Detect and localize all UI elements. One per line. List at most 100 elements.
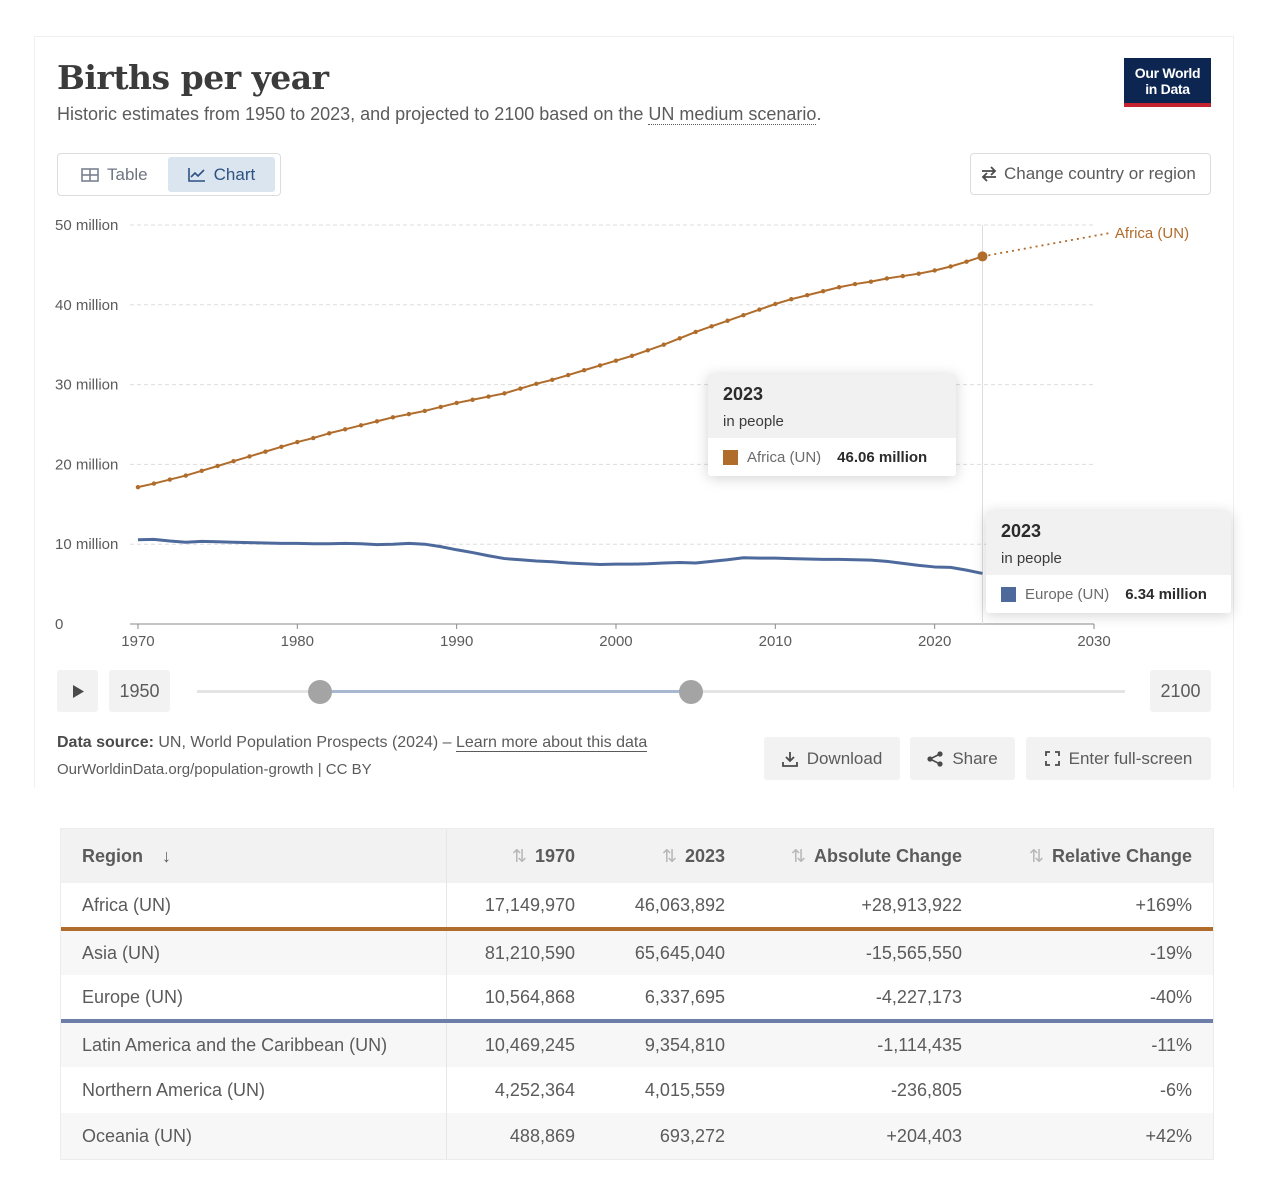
table-icon bbox=[81, 167, 99, 182]
data-point-africa bbox=[852, 281, 858, 287]
data-point-africa bbox=[342, 427, 348, 432]
data-point-africa bbox=[932, 268, 937, 273]
projection-line-africa bbox=[982, 232, 1111, 258]
data-point-africa bbox=[948, 264, 953, 269]
timeline-selected-range[interactable] bbox=[320, 690, 691, 693]
table-row[interactable]: Asia (UN) 81,210,590 65,645,040 -15,565,… bbox=[61, 929, 1213, 975]
data-point-africa bbox=[661, 342, 666, 347]
data-point-africa bbox=[534, 381, 539, 387]
x-tick-label: 1970 bbox=[121, 633, 154, 650]
data-table: Region ↓ ⇅ 1970 ⇅ 2023 ⇅ Absolute Change ⇅ R… bbox=[60, 828, 1214, 1160]
y-tick-label: 10 million bbox=[55, 536, 118, 553]
tab-table[interactable]: Table bbox=[61, 157, 168, 192]
learn-more-link[interactable]: Learn more about this data bbox=[456, 734, 648, 752]
download-icon bbox=[781, 751, 798, 767]
data-point-africa bbox=[311, 435, 316, 441]
data-point-africa bbox=[486, 394, 491, 399]
owid-logo[interactable]: Our World in Data bbox=[1124, 58, 1211, 107]
play-button[interactable] bbox=[57, 670, 98, 712]
timeline-end-year[interactable]: 2100 bbox=[1150, 670, 1211, 712]
change-country-button[interactable]: Change country or region bbox=[970, 153, 1211, 195]
data-point-africa bbox=[390, 415, 396, 420]
data-point-africa bbox=[964, 259, 969, 264]
data-point-africa bbox=[518, 386, 523, 391]
tooltip-europe: 2023 in people Europe (UN) 6.34 million bbox=[986, 511, 1231, 613]
data-point-africa bbox=[358, 423, 364, 428]
x-tick-label: 2000 bbox=[599, 633, 632, 650]
data-point-africa bbox=[295, 439, 300, 445]
data-point-africa bbox=[263, 449, 268, 454]
download-button[interactable]: Download bbox=[764, 737, 900, 780]
column-header-1970[interactable]: ⇅ 1970 bbox=[446, 829, 596, 883]
legend-swatch-europe bbox=[1001, 586, 1016, 602]
fullscreen-button[interactable]: Enter full-screen bbox=[1026, 737, 1211, 780]
x-tick-label: 1990 bbox=[440, 633, 473, 650]
series-line-africa bbox=[137, 255, 983, 489]
data-point-africa bbox=[629, 353, 635, 359]
column-header-2023[interactable]: ⇅ 2023 bbox=[596, 829, 746, 883]
data-point-africa bbox=[597, 363, 603, 368]
data-point-africa bbox=[804, 293, 810, 298]
data-point-africa bbox=[741, 312, 746, 318]
table-row[interactable]: Latin America and the Caribbean (UN) 10,… bbox=[61, 1021, 1213, 1067]
series-line-europe bbox=[137, 537, 983, 575]
tab-chart[interactable]: Chart bbox=[167, 157, 276, 192]
highlight-point-africa bbox=[977, 251, 988, 262]
timeline-start-handle[interactable] bbox=[308, 680, 332, 704]
fullscreen-icon bbox=[1044, 751, 1060, 766]
line-chart-icon bbox=[187, 168, 205, 182]
data-point-africa bbox=[326, 431, 332, 436]
x-tick-label: 2030 bbox=[1077, 633, 1110, 650]
column-header-relative-change[interactable]: ⇅ Relative Change bbox=[983, 829, 1213, 883]
data-point-africa bbox=[916, 271, 921, 276]
data-point-africa bbox=[183, 473, 188, 478]
page-subtitle: Historic estimates from 1950 to 2023, an… bbox=[57, 104, 822, 125]
y-tick-label: 20 million bbox=[55, 456, 118, 473]
data-point-africa bbox=[884, 276, 890, 281]
data-point-africa bbox=[454, 400, 459, 406]
timeline-end-handle[interactable] bbox=[679, 680, 703, 704]
data-point-africa bbox=[438, 404, 443, 410]
play-icon bbox=[72, 684, 84, 698]
x-tick-label: 2020 bbox=[918, 633, 951, 650]
x-tick-label: 2010 bbox=[759, 633, 792, 650]
data-point-africa bbox=[135, 484, 141, 490]
data-point-africa bbox=[581, 368, 587, 373]
table-row[interactable]: Northern America (UN) 4,252,364 4,015,55… bbox=[61, 1067, 1213, 1113]
data-point-africa bbox=[836, 285, 842, 290]
data-point-africa bbox=[565, 372, 571, 378]
data-point-africa bbox=[374, 419, 380, 424]
data-point-africa bbox=[247, 454, 252, 459]
y-tick-label: 30 million bbox=[55, 377, 118, 394]
data-point-africa bbox=[820, 289, 826, 294]
data-point-africa bbox=[151, 481, 157, 486]
column-header-region[interactable]: Region ↓ bbox=[61, 829, 447, 883]
data-point-africa bbox=[550, 377, 555, 383]
data-point-africa bbox=[725, 318, 730, 323]
y-tick-label: 40 million bbox=[55, 297, 118, 314]
sort-icon: ⇅ bbox=[790, 845, 806, 866]
table-row[interactable]: Europe (UN) 10,564,868 6,337,695 -4,227,… bbox=[61, 975, 1213, 1023]
data-point-africa bbox=[231, 459, 236, 464]
data-point-africa bbox=[406, 411, 412, 417]
births-line-chart: 0 10 million 20 million 30 million 40 millio… bbox=[55, 217, 1189, 650]
data-point-africa bbox=[215, 463, 220, 469]
column-header-absolute-change[interactable]: ⇅ Absolute Change bbox=[746, 829, 983, 883]
data-point-africa bbox=[757, 307, 762, 312]
data-point-africa bbox=[422, 408, 427, 414]
y-tick-label: 50 million bbox=[55, 217, 118, 234]
data-source: Data source: UN, World Population Prospe… bbox=[57, 734, 648, 752]
timeline-start-year[interactable]: 1950 bbox=[109, 670, 170, 712]
data-point-africa bbox=[645, 348, 651, 353]
source-url: OurWorldinData.org/population-growth | C… bbox=[57, 761, 372, 778]
legend-swatch-africa bbox=[723, 449, 738, 465]
table-row[interactable]: Oceania (UN) 488,869 693,272 +204,403 +4… bbox=[61, 1113, 1213, 1159]
data-point-africa bbox=[470, 397, 475, 402]
share-button[interactable]: Share bbox=[910, 737, 1015, 780]
table-row[interactable]: Africa (UN) 17,149,970 46,063,892 +28,91… bbox=[61, 883, 1213, 931]
data-point-africa bbox=[279, 444, 284, 450]
data-point-africa bbox=[199, 468, 204, 473]
y-tick-label: 0 bbox=[55, 616, 63, 633]
view-tabs: Table Chart bbox=[57, 153, 281, 196]
un-medium-scenario-link[interactable]: UN medium scenario bbox=[648, 104, 817, 125]
